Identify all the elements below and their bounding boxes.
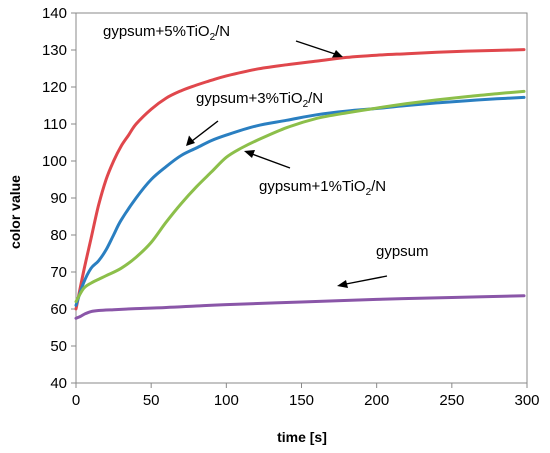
x-tick-label: 300: [514, 392, 539, 409]
x-tick-label: 250: [439, 392, 464, 409]
y-tick-label: 130: [42, 42, 67, 59]
y-tick-label: 100: [42, 153, 67, 170]
y-tick-label: 40: [50, 375, 67, 392]
y-tick-label: 70: [50, 264, 67, 281]
series-line-gypsum: [74, 294, 526, 320]
annotation-1pct-arrow: [251, 153, 291, 169]
annotation-5pct-sub: 2: [210, 32, 216, 43]
axes: 40 50 60 70 80 90 100 110 120 130 140 0 50 100 150 200 2…: [42, 5, 540, 409]
svg-text:gypsum+3%TiO2/N: gypsum+3%TiO2/N: [196, 90, 323, 110]
annotation-3pct-text: gypsum+3%TiO: [196, 90, 303, 107]
y-tick-label: 50: [50, 338, 67, 355]
svg-text:gypsum+1%TiO2/N: gypsum+1%TiO2/N: [259, 178, 386, 198]
annotation-5pct-arrow: [295, 40, 336, 55]
x-axis-title: time [s]: [277, 429, 327, 445]
plot-frame: [75, 12, 528, 384]
annotation-1pct-arrowhead: [244, 150, 255, 158]
annotation-1pct-tail: /N: [371, 178, 386, 195]
annotation-gypsum-arrow: [345, 275, 388, 285]
annotation-3pct-tail: /N: [308, 90, 323, 107]
annotation-1pct: gypsum+1%TiO2/N: [244, 150, 386, 198]
annotation-5pct-tail: /N: [215, 23, 230, 40]
series-layer: [74, 48, 526, 320]
x-tick-label: 200: [364, 392, 389, 409]
annotation-3pct: gypsum+3%TiO2/N: [186, 90, 323, 146]
annotation-gypsum-arrowhead: [337, 280, 348, 288]
y-tick-label: 120: [42, 79, 67, 96]
x-tick-label: 150: [289, 392, 314, 409]
y-tick-label: 90: [50, 190, 67, 207]
svg-text:gypsum+5%TiO2/N: gypsum+5%TiO2/N: [103, 23, 230, 43]
annotation-3pct-arrowhead: [186, 135, 195, 146]
annotation-1pct-text: gypsum+1%TiO: [259, 178, 366, 195]
annotation-gypsum-text: gypsum: [376, 243, 429, 260]
y-tick-label: 140: [42, 5, 67, 22]
x-tick-label: 100: [214, 392, 239, 409]
series-line-gypsum-3-tio2-n: [74, 95, 526, 307]
annotation-1pct-sub: 2: [366, 187, 372, 198]
svg-text:gypsum: gypsum: [376, 243, 429, 260]
series-line-gypsum-1-tio2-n: [74, 89, 526, 304]
y-tick-label: 80: [50, 227, 67, 244]
y-axis-title: color value: [7, 175, 23, 249]
annotation-5pct-arrowhead: [332, 50, 343, 58]
x-tick-label: 50: [143, 392, 160, 409]
annotation-3pct-sub: 2: [303, 99, 309, 110]
annotation-5pct-text: gypsum+5%TiO: [103, 23, 210, 40]
annotation-3pct-arrow: [191, 120, 219, 142]
y-tick-label: 60: [50, 301, 67, 318]
series-line-gypsum-5-tio2-n: [74, 48, 526, 311]
x-tick-label: 0: [72, 392, 80, 409]
y-tick-label: 110: [43, 116, 67, 133]
annotation-gypsum: gypsum: [337, 243, 429, 288]
annotation-5pct: gypsum+5%TiO2/N: [103, 23, 343, 58]
